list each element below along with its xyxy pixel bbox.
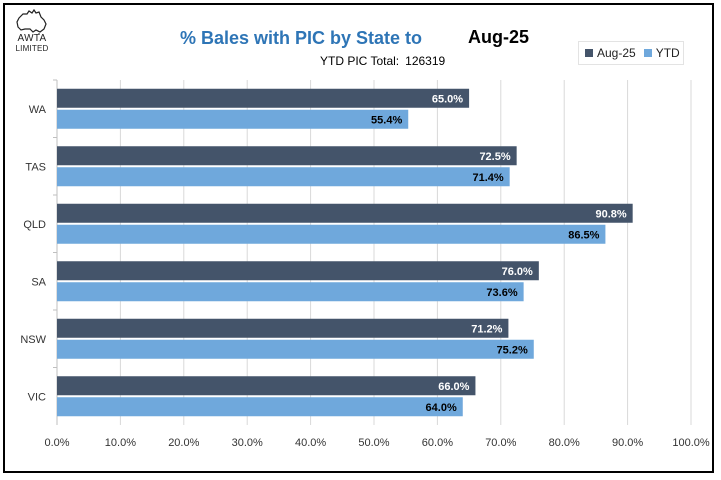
data-label: 76.0%: [502, 266, 533, 278]
category-label: SA: [31, 276, 46, 288]
chart-title: % Bales with PIC by State to: [180, 28, 423, 48]
x-tick-label: 50.0%: [358, 437, 389, 449]
ytd-total-value: 126319: [405, 54, 446, 68]
bar-ytd: [57, 397, 463, 417]
x-tick-label: 0.0%: [44, 437, 69, 449]
data-label: 71.2%: [471, 323, 502, 335]
logo-text: AWTA: [17, 33, 47, 44]
data-label: 71.4%: [472, 172, 503, 184]
awta-logo: AWTA LIMITED: [12, 8, 52, 53]
category-label: VIC: [28, 391, 46, 403]
bar-ytd: [57, 224, 606, 244]
bar-ytd: [57, 339, 534, 359]
bar-aug25: [57, 376, 476, 396]
x-tick-label: 100.0%: [672, 437, 710, 449]
data-label: 66.0%: [438, 381, 469, 393]
category-label: NSW: [20, 334, 46, 346]
x-tick-label: 10.0%: [105, 437, 136, 449]
category-label: QLD: [23, 219, 46, 231]
ytd-total: YTD PIC Total: 126319: [320, 54, 445, 68]
x-tick-label: 80.0%: [549, 437, 580, 449]
legend: Aug-25 YTD: [578, 41, 684, 65]
ytd-total-label: YTD PIC Total:: [320, 54, 400, 68]
bar-ytd: [57, 109, 409, 129]
x-tick-label: 60.0%: [422, 437, 453, 449]
data-label: 55.4%: [371, 114, 402, 126]
data-label: 86.5%: [568, 229, 599, 241]
x-tick-label: 90.0%: [612, 437, 643, 449]
x-tick-label: 40.0%: [295, 437, 326, 449]
bar-ytd: [57, 282, 524, 302]
legend-label-aug25: Aug-25: [597, 46, 636, 60]
x-tick-label: 20.0%: [168, 437, 199, 449]
data-label: 65.0%: [432, 93, 463, 105]
data-label: 72.5%: [479, 151, 510, 163]
bar-aug25: [57, 261, 539, 281]
logo-subtext: LIMITED: [15, 44, 49, 53]
bar-ytd: [57, 167, 510, 187]
x-tick-label: 30.0%: [232, 437, 263, 449]
legend-swatch-ytd: [643, 49, 652, 57]
category-label: WA: [29, 104, 47, 116]
x-tick-label: 70.0%: [485, 437, 516, 449]
legend-label-ytd: YTD: [655, 46, 680, 60]
data-label: 64.0%: [426, 402, 457, 414]
australia-map-icon: [16, 8, 47, 34]
data-label: 90.8%: [595, 208, 626, 220]
legend-item-ytd: YTD: [643, 46, 680, 60]
chart-period: Aug-25: [468, 27, 530, 47]
legend-swatch-aug25: [585, 49, 593, 57]
bar-aug25: [57, 88, 470, 108]
legend-item-aug25: Aug-25: [585, 46, 636, 60]
bar-aug25: [57, 318, 509, 338]
data-label: 75.2%: [497, 344, 528, 356]
category-label: TAS: [25, 161, 46, 173]
bar-aug25: [57, 203, 633, 223]
bar-aug25: [57, 146, 517, 166]
data-label: 73.6%: [486, 287, 517, 299]
